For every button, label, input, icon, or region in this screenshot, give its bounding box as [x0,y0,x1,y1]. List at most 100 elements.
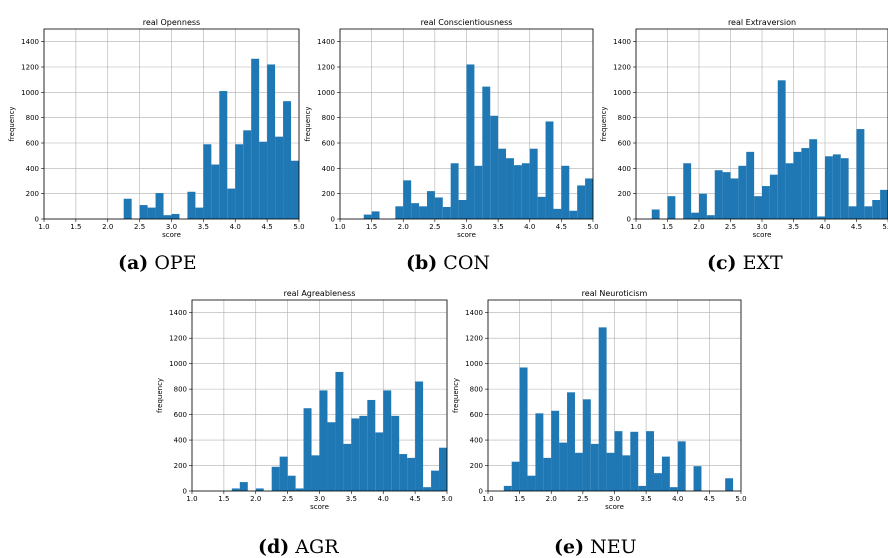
histogram-bar [699,193,707,219]
histogram-bar [574,452,583,491]
y-tick-label: 1000 [21,89,39,97]
y-tick-label: 200 [174,462,187,470]
y-axis-label: frequency [304,106,312,141]
caption-letter: (e) [554,536,585,558]
histogram-bar [279,456,288,491]
histogram-bar [646,431,655,491]
histogram-bar [490,115,499,219]
y-tick-label: 800 [470,386,483,394]
x-tick-label: 3.0 [756,223,767,231]
histogram-bar [255,488,264,491]
histogram-bar [693,466,702,491]
y-tick-label: 1200 [613,64,631,72]
x-tick-label: 2.0 [693,223,704,231]
histogram-bar [235,144,244,219]
y-axis-label: frequency [8,106,16,141]
x-tick-label: 1.0 [482,495,493,503]
bars [651,80,888,219]
caption-letter: (d) [258,536,290,558]
x-tick-label: 4.0 [524,223,535,231]
x-tick-label: 2.5 [282,495,293,503]
y-axis-label: frequency [156,378,164,413]
figure-caption: (a) OPE [118,252,197,274]
y-tick-label: 800 [26,114,39,122]
histogram-bar [832,154,841,219]
histogram-bar [195,207,204,219]
histogram-bar [506,158,514,219]
y-tick-label: 800 [618,114,631,122]
histogram-bar [147,207,156,219]
x-tick-label: 2.0 [398,223,409,231]
histogram-bar [553,208,562,219]
x-tick-label: 3.0 [461,223,472,231]
histogram-bar [754,196,762,219]
histogram-bar [239,482,248,491]
y-tick-label: 200 [618,190,631,198]
histogram-bar [319,390,328,491]
histogram-bar [419,206,427,219]
histogram-bar [243,130,252,219]
histogram-bar [351,418,360,491]
y-tick-label: 400 [174,437,187,445]
histogram-bar [551,410,560,491]
x-axis-label: score [457,231,476,239]
x-tick-label: 4.5 [556,223,567,231]
y-tick-label: 1200 [465,335,483,343]
caption-text: CON [437,252,491,274]
histogram-bar [559,442,568,491]
histogram-bar [407,457,416,491]
histogram-bar [415,381,424,491]
x-tick-label: 5.0 [441,495,452,503]
chart-title: real Agreableness [284,289,356,298]
figure-caption: (c) EXT [707,252,783,274]
histogram-bar [598,327,607,491]
histogram-bar [163,215,172,219]
x-tick-label: 4.0 [672,495,683,503]
chart-title: real Extraversion [728,18,796,27]
histogram-bar [203,144,212,219]
y-tick-label: 800 [174,386,187,394]
histogram-bar [439,447,447,491]
histogram-bar [848,206,857,219]
histogram-bar [725,478,734,491]
histogram-bar [426,191,435,219]
histogram-bar [630,431,639,491]
histogram-bar [706,215,715,219]
x-tick-label: 1.5 [662,223,673,231]
histogram-bar [442,206,451,219]
y-tick-label: 1000 [613,89,631,97]
histogram-bar [187,191,196,219]
caption-text: OPE [148,252,197,274]
histogram-bar [335,371,344,491]
histogram-bar [434,197,443,219]
y-tick-label: 600 [174,411,187,419]
histogram-bar [545,121,554,219]
histogram-bar [683,163,692,219]
x-tick-label: 4.5 [851,223,862,231]
histogram-bar [777,80,786,219]
x-tick-label: 3.5 [198,223,209,231]
histogram-bar [403,180,412,219]
histogram-bar [291,160,299,219]
histogram-svg: 1.0 1.5 2.0 2.5 3.0 3.5 4.0 4.5 5.0 0 200 400 600 800… [156,289,453,511]
histogram-bar [251,58,260,219]
y-tick-label: 200 [470,462,483,470]
x-tick-label: 2.0 [102,223,113,231]
y-tick-label: 1400 [21,38,39,46]
histogram-bar [482,86,491,219]
bars [503,327,734,491]
figure-caption: (e) NEU [554,536,637,558]
histogram-bar [667,196,676,219]
histogram-bar [535,413,544,491]
histogram-bar [503,485,512,491]
y-tick-label: 200 [26,190,39,198]
histogram-bar [856,129,865,219]
histogram-bar [295,488,304,491]
chart-title: real Neuroticism [582,289,648,298]
histogram-bar [227,188,236,219]
chart-title: real Conscientiousness [421,18,513,27]
y-tick-label: 1400 [169,309,187,317]
histogram-bar [651,209,660,219]
bars [231,371,447,491]
x-tick-label: 5.0 [735,495,746,503]
